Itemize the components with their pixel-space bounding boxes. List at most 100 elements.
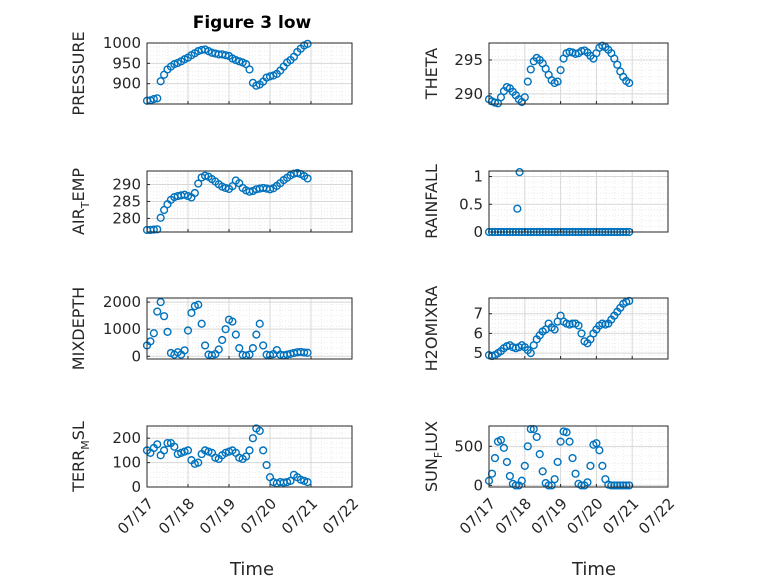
y-axis-label: SUNFLUX [422,421,445,492]
data-point [255,319,264,328]
data-point [252,330,261,339]
data-point [502,457,512,467]
data-point [200,171,210,180]
data-point [303,348,312,357]
data-point [535,450,544,459]
y-tick-label: 5 [473,344,483,362]
data-point [259,341,268,350]
data-point [556,437,565,446]
y-tick-label: 290 [454,85,483,103]
data-point [562,428,571,437]
data-point [265,72,275,81]
subplot-h2omixra: 5 67 H2OMIXRA [422,286,669,372]
data-point [153,440,162,449]
data-point [300,348,309,357]
data-point [607,481,616,490]
y-axis-label: THETA [422,48,441,100]
y-tick-label: 285 [112,193,141,211]
data-point [553,77,562,86]
data-point [622,481,631,490]
data-point [490,453,500,463]
data-point [153,307,162,316]
data-point [513,204,522,213]
data-point [520,461,529,470]
data-point [194,458,203,467]
data-point [262,460,271,470]
data-point [245,446,254,455]
axes-box [488,297,669,360]
y-axis-label: MIXDEPTH [69,287,88,370]
y-tick-label: 1000 [103,320,141,338]
data-point [190,188,199,198]
data-point [613,60,622,69]
data-point [245,350,254,359]
series-markers [142,168,312,235]
data-point [619,481,628,490]
series-markers [484,296,634,361]
data-point [616,481,625,490]
data-point [515,168,524,177]
data-point [156,297,165,307]
subplot-pressure: 900 950 1000 PRESSURE [69,31,353,116]
axes-box [146,425,353,488]
y-axis-label: H2OMIXRA [422,286,441,372]
data-point [159,205,169,215]
data-point [598,461,607,470]
y-tick-label: 280 [112,209,141,227]
data-point [149,225,158,234]
data-point [523,77,532,86]
axes-box [488,425,669,488]
data-point [496,435,506,445]
series-markers [142,424,312,488]
data-point [149,329,158,338]
data-point [245,187,254,196]
subplot-theta: 290 295 THETA [422,41,669,108]
data-point [532,432,541,442]
data-point [538,467,547,476]
data-point [511,481,520,490]
data-point [255,426,264,435]
data-point [577,329,586,338]
y-axis-label: TERRMSL [69,421,92,493]
axes-box [146,42,353,105]
x-tick-label: 07/21 [599,495,642,538]
y-tick-label: 900 [112,75,141,93]
data-point [248,434,258,443]
data-point [228,317,237,326]
x-tick-label: 07/17 [456,495,499,538]
data-point [303,39,312,48]
data-point [241,452,251,461]
data-point [170,442,179,451]
data-point [187,308,196,318]
data-point [153,225,162,234]
data-point [592,439,601,448]
data-point [200,341,210,350]
data-point [265,185,275,194]
y-axis-label: RAINFALL [422,164,441,239]
y-tick-label: 100 [112,454,141,472]
data-point [163,438,172,448]
data-point [303,174,312,183]
x-axis-label-right: Time [571,559,616,580]
y-tick-label: 500 [454,437,483,455]
data-point [180,346,189,355]
data-point [214,345,223,354]
x-tick-label: 07/20 [237,495,280,538]
data-point [610,481,619,490]
data-point [565,437,574,446]
y-axis-label: AIRTEMP [69,168,92,235]
data-point [156,213,165,222]
data-point [523,442,532,451]
y-tick-label: 2000 [103,293,141,311]
y-tick-label: 950 [112,54,141,72]
axes-box [488,42,669,105]
data-point [550,325,559,334]
data-point [547,481,556,490]
y-tick-label: 7 [473,305,483,323]
data-point [221,325,230,334]
data-point [499,443,509,452]
data-point [586,461,595,470]
